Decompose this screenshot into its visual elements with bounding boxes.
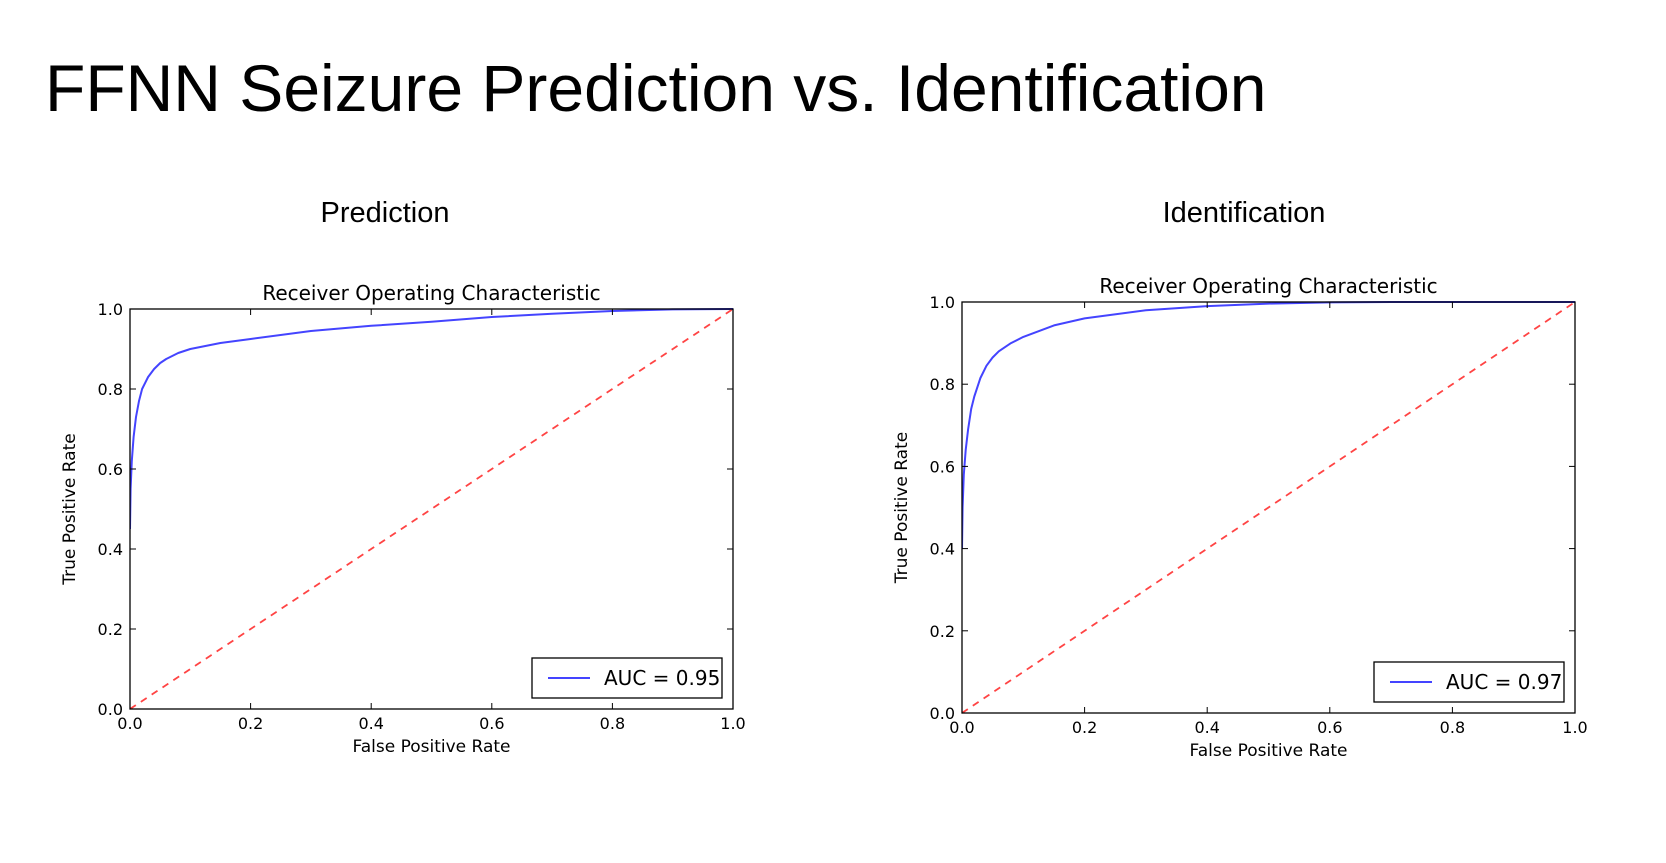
y-tick-label: 1.0 [98,300,123,319]
legend-label: AUC = 0.97 [1446,670,1562,694]
x-axis-label: False Positive Rate [353,737,511,757]
x-tick-label: 0.4 [358,714,383,733]
x-tick-label: 0.2 [1072,718,1097,737]
x-tick-label: 1.0 [720,714,745,733]
y-tick-label: 0.8 [930,375,955,394]
x-tick-label: 0.8 [1440,718,1465,737]
x-tick-label: 0.0 [117,714,142,733]
y-tick-label: 0.2 [98,620,123,639]
chart-title: Receiver Operating Characteristic [262,281,600,305]
legend-label: AUC = 0.95 [604,666,720,690]
y-tick-label: 0.4 [98,540,123,559]
x-tick-label: 0.4 [1194,718,1219,737]
chart-title: Receiver Operating Characteristic [1099,274,1437,298]
y-tick-label: 0.6 [930,457,955,476]
x-axis-label: False Positive Rate [1190,741,1348,761]
roc-curve [130,308,733,530]
y-tick-label: 0.8 [98,380,123,399]
diagonal-reference-line [130,308,733,710]
plot-frame [961,301,1576,714]
diagonal-reference-line [962,301,1575,714]
x-tick-label: 1.0 [1562,718,1587,737]
y-tick-label: 0.2 [930,622,955,641]
x-tick-label: 0.8 [600,714,625,733]
y-tick-label: 0.6 [98,460,123,479]
slide-title: FFNN Seizure Prediction vs. Identificati… [45,51,1267,125]
legend: AUC = 0.97 [1373,661,1565,703]
y-tick-label: 0.0 [98,700,123,719]
x-tick-label: 0.6 [1317,718,1342,737]
y-axis-label: True Positive Rate [60,433,80,585]
plot-frame [129,308,734,710]
roc-chart-prediction: Receiver Operating Characteristic 0.0 0.2 0… [60,281,746,757]
panel-heading-identification: Identification [1162,197,1326,229]
panel-heading-prediction: Prediction [320,197,450,229]
x-tick-label: 0.0 [949,718,974,737]
y-tick-label: 0.4 [930,540,955,559]
x-tick-label: 0.2 [238,714,263,733]
y-tick-label: 1.0 [930,293,955,312]
roc-curve [962,301,1575,549]
x-tick-label: 0.6 [479,714,504,733]
y-axis-label: True Positive Rate [892,432,912,584]
y-tick-label: 0.0 [930,704,955,723]
roc-chart-identification: Receiver Operating Characteristic 0.0 0.2 0… [892,274,1588,761]
legend: AUC = 0.95 [531,657,723,699]
